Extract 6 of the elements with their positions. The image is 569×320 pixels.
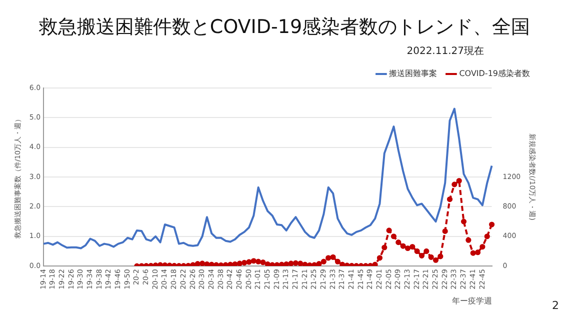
legend-label: COVID-19感染者数	[459, 69, 530, 78]
x-axis-title: 年ー疫学週	[452, 296, 492, 306]
chart-title: 救急搬送困難件数とCOVID-19感染者数のトレンド、全国	[38, 15, 532, 40]
chart-subtitle: 2022.11.27現在	[406, 45, 485, 59]
legend-label: 搬送困難事案	[389, 69, 438, 78]
text: 2	[552, 299, 559, 312]
